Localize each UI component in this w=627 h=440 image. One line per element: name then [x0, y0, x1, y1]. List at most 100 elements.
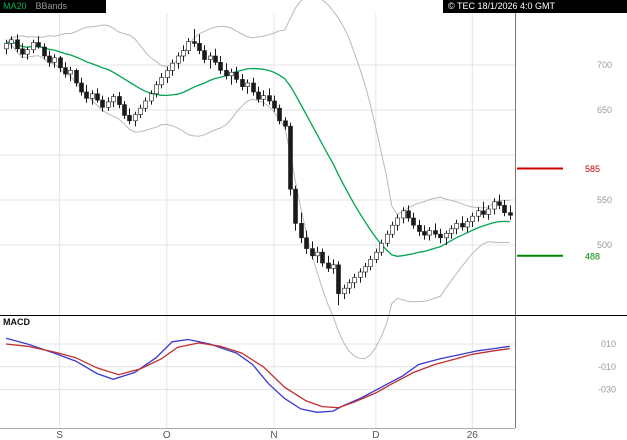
x-axis-label: N: [270, 430, 277, 440]
candle-body: [315, 251, 320, 257]
price-axis-label: 500: [597, 240, 612, 250]
candle-body: [326, 262, 331, 269]
candle-body: [20, 48, 25, 55]
candle-body: [133, 114, 138, 122]
candle-body: [368, 259, 373, 267]
x-axis-label: O: [163, 430, 171, 440]
candle-body: [444, 233, 449, 239]
candle-body: [213, 55, 218, 63]
candle-body: [422, 231, 427, 236]
candle-body: [74, 70, 79, 84]
candle-body: [433, 230, 438, 235]
candle-body: [36, 42, 41, 48]
candle-body: [272, 100, 277, 109]
candle-body: [449, 228, 454, 234]
macd-panel-title: MACD: [3, 317, 30, 327]
candle-body: [417, 224, 422, 232]
candle-body: [9, 39, 14, 44]
candle-body: [320, 251, 325, 264]
candle-body: [465, 221, 470, 228]
candle-body: [52, 57, 57, 63]
candle-body: [4, 43, 9, 50]
candle-body: [288, 125, 293, 190]
candle-body: [508, 212, 513, 216]
candle-body: [15, 39, 20, 50]
candle-body: [492, 201, 497, 210]
candle-body: [352, 277, 357, 284]
candle-body: [411, 217, 416, 226]
candle-body: [267, 95, 272, 102]
candle-body: [192, 41, 197, 44]
candle-body: [240, 79, 245, 87]
candle-body: [111, 96, 116, 103]
candle-body: [68, 70, 73, 75]
candle-body: [299, 223, 304, 239]
candle-body: [47, 55, 52, 63]
candle-body: [90, 93, 95, 99]
candle-body: [497, 201, 502, 206]
candle-body: [502, 205, 507, 213]
candle-body: [245, 82, 250, 87]
candle-body: [159, 77, 164, 86]
candle-body: [374, 251, 379, 260]
candle-body: [58, 57, 63, 68]
level-label-488: 488: [585, 251, 600, 261]
candle-body: [218, 61, 223, 71]
candle-body: [486, 208, 491, 215]
copyright-strip: © TEC 18/1/2026 4:0 GMT: [443, 0, 627, 13]
ma20-line: [5, 40, 510, 257]
candle-body: [234, 71, 239, 80]
candle-body: [395, 217, 400, 226]
candle-body: [481, 210, 486, 215]
candle-body: [197, 43, 202, 51]
candle-body: [385, 233, 390, 244]
candle-body: [202, 50, 207, 60]
signal-line: [5, 342, 510, 409]
candle-body: [127, 115, 132, 122]
candle-body: [208, 55, 213, 60]
candle-body: [261, 95, 266, 100]
candle-body: [149, 93, 154, 102]
legend-bbands-label: BBands: [35, 1, 68, 11]
candle-body: [79, 82, 84, 93]
candle-body: [476, 210, 481, 217]
macd-axis-label: -030: [598, 385, 616, 395]
candle-body: [170, 62, 175, 71]
candle-body: [342, 287, 347, 294]
candle-body: [470, 215, 475, 222]
candle-body: [454, 223, 459, 230]
candle-body: [401, 210, 406, 219]
candle-body: [406, 210, 411, 219]
x-axis-label: D: [372, 430, 379, 440]
candle-body: [117, 96, 122, 105]
candle-body: [304, 237, 309, 249]
candle-body: [358, 271, 363, 278]
candle-body: [293, 188, 298, 224]
price-axis-label: 650: [597, 105, 612, 115]
candle-body: [379, 242, 384, 253]
candle-body: [100, 99, 105, 108]
candle-body: [154, 84, 159, 95]
candle-body: [427, 230, 432, 236]
candle-body: [176, 55, 181, 64]
candle-body: [310, 248, 315, 257]
macd-axis-label: -010: [598, 362, 616, 372]
candle-body: [460, 223, 465, 228]
candle-body: [251, 82, 256, 93]
candle-body: [336, 264, 341, 294]
candle-body: [186, 41, 191, 51]
price-axis-label: 550: [597, 195, 612, 205]
legend-ma20-label: MA20: [3, 1, 27, 11]
x-axis-label: S: [56, 430, 63, 440]
candle-body: [256, 91, 261, 100]
x-axis-label: 26: [467, 430, 479, 440]
candle-body: [229, 71, 234, 77]
candle-body: [25, 49, 30, 55]
candle-body: [181, 50, 186, 57]
candle-body: [283, 120, 288, 127]
candle-body: [331, 264, 336, 269]
candle-body: [138, 107, 143, 115]
candle-body: [438, 233, 443, 239]
candle-body: [122, 104, 127, 116]
